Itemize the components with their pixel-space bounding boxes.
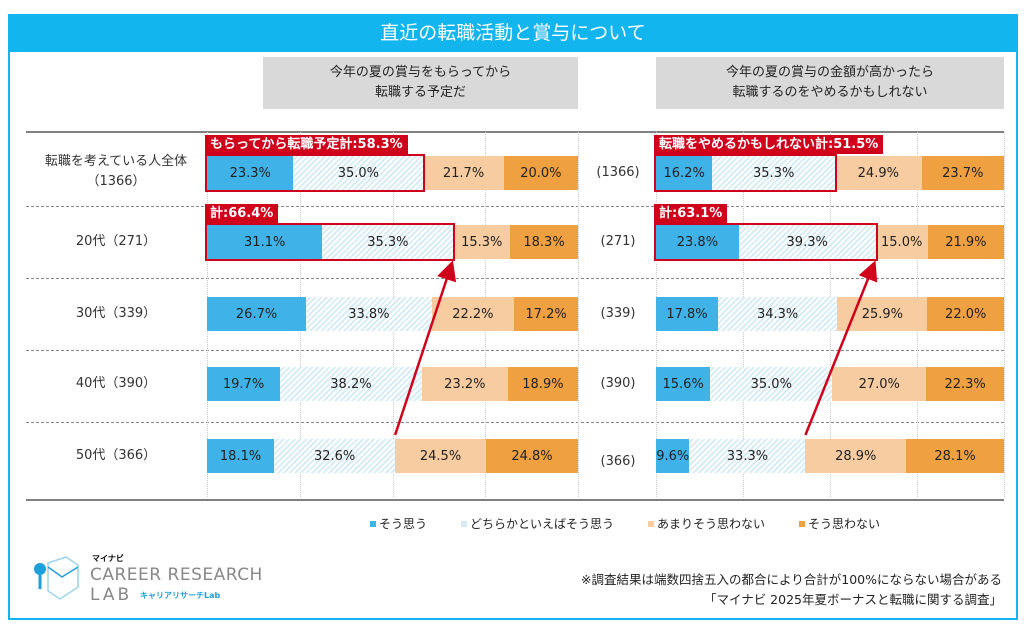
bar-segment: 35.0%: [710, 367, 833, 401]
bar-segment: 19.7%: [207, 367, 281, 401]
bar-segment: 25.9%: [837, 297, 928, 331]
right-chart-title: 今年の夏の賞与の金額が高かったら 転職するのをやめるかもしれない: [656, 57, 1004, 109]
bar-segment: 21.9%: [927, 225, 1004, 259]
bar-segment: 22.3%: [926, 367, 1004, 401]
bar-segment: 23.7%: [921, 156, 1004, 190]
bar-segment: 23.8%: [656, 225, 739, 259]
bar-segment: 15.3%: [453, 225, 511, 259]
legend-item: そう思わない: [799, 515, 880, 532]
logo-brand: マイナビ: [92, 554, 124, 563]
legend-label: あまりそう思わない: [657, 517, 766, 531]
page-title: 直近の転職活動と賞与について: [8, 14, 1018, 52]
bar-segment: 15.0%: [875, 225, 928, 259]
bar-segment: 18.3%: [510, 225, 578, 259]
row-label: 40代（390）: [75, 376, 157, 391]
row-divider: [26, 278, 1004, 279]
highlight-label: 転職をやめるかもしれない計:51.5%: [654, 135, 884, 154]
highlight-box: [654, 154, 838, 192]
bar-segment: 33.3%: [689, 439, 806, 473]
bar-segment: 26.7%: [207, 297, 307, 331]
bar-segment: 35.3%: [712, 156, 836, 190]
bar-segment: 23.2%: [421, 367, 508, 401]
legend-label: そう思う: [379, 517, 428, 531]
bar-segment: 27.0%: [832, 367, 927, 401]
legend-swatch: [370, 520, 376, 527]
bar-segment: 18.9%: [507, 367, 578, 401]
bar-segment: 15.6%: [656, 367, 711, 401]
legend-label: どちらかといえばそう思う: [470, 517, 615, 531]
footnote: ※調査結果は端数四捨五入の都合により合計が100%にならない場合がある 「マイナ…: [581, 570, 1002, 610]
row-label: 転職を考えている人全体 （1366）: [44, 154, 188, 189]
highlight-label: 計:63.1%: [654, 204, 728, 223]
legend-swatch: [648, 520, 655, 527]
legend-item: どちらかといえばそう思う: [461, 515, 614, 532]
bar-segment: 22.2%: [431, 297, 515, 331]
row-divider: [26, 206, 1004, 207]
footnote-line: ※調査結果は端数四捨五入の都合により合計が100%にならない場合がある: [581, 572, 1002, 587]
highlight-box: [205, 223, 456, 261]
bar-segment: 20.0%: [503, 156, 578, 190]
bar-segment: 24.5%: [395, 439, 486, 473]
legend-swatch: [799, 520, 806, 527]
bar-segment: 28.9%: [805, 439, 907, 473]
row-label: (339): [600, 306, 636, 321]
logo-cube-icon: [34, 556, 79, 600]
logo-name: CAREER RESEARCH: [90, 565, 263, 585]
gridline: [1004, 132, 1005, 497]
logo-sub: キャリアリサーチLab: [140, 591, 221, 600]
bar-segment: 38.2%: [280, 367, 422, 401]
legend-item: あまりそう思わない: [648, 515, 765, 532]
row-label: 50代（366）: [75, 448, 157, 463]
legend-label: そう思わない: [808, 517, 881, 531]
row-label: (390): [600, 376, 636, 391]
logo-name-lab: LAB: [90, 585, 133, 605]
bar-segment: 18.1%: [207, 439, 275, 473]
highlight-box: [654, 223, 878, 261]
legend: そう思う どちらかといえばそう思う あまりそう思わない そう思わない: [370, 515, 880, 532]
bar-segment: 33.8%: [306, 297, 432, 331]
highlight-label: もらってから転職予定計:58.3%: [205, 135, 408, 154]
highlight-label: 計:66.4%: [205, 204, 279, 223]
source-line: 「マイナビ 2025年夏ボーナスと転職に関する調査」: [703, 592, 1002, 607]
row-divider: [26, 350, 1004, 351]
top-divider: [26, 131, 1004, 133]
highlight-box: [205, 154, 426, 192]
row-label: 30代（339）: [75, 306, 157, 321]
row-divider: [26, 422, 1004, 423]
bar-segment: 24.9%: [835, 156, 922, 190]
bar-segment: 31.1%: [207, 225, 323, 259]
bar-segment: 23.3%: [207, 156, 294, 190]
bar-segment: 17.8%: [656, 297, 718, 331]
bar-segment: 24.8%: [485, 439, 578, 473]
bar-segment: 21.7%: [423, 156, 504, 190]
row-label: (366): [600, 454, 636, 469]
bar-segment: 9.6%: [656, 439, 690, 473]
bar-segment: 35.0%: [293, 156, 424, 190]
left-chart-title: 今年の夏の賞与をもらってから 転職する予定だ: [263, 57, 578, 109]
row-label: (1366): [596, 165, 640, 180]
bar-segment: 28.1%: [906, 439, 1004, 473]
gridline: [578, 132, 579, 497]
bottom-divider: [26, 499, 1004, 501]
bar-segment: 35.3%: [322, 225, 454, 259]
bar-segment: 22.0%: [927, 297, 1004, 331]
legend-item: そう思う: [370, 515, 427, 532]
bar-segment: 32.6%: [274, 439, 396, 473]
row-label: (271): [600, 234, 636, 249]
bar-segment: 39.3%: [738, 225, 876, 259]
legend-swatch: [461, 520, 468, 527]
bar-segment: 17.2%: [514, 297, 578, 331]
row-label: 20代（271）: [75, 234, 157, 249]
bar-segment: 34.3%: [717, 297, 838, 331]
logo: マイナビ CAREER RESEARCH LAB キャリアリサーチLab: [30, 554, 270, 605]
bar-segment: 16.2%: [656, 156, 713, 190]
